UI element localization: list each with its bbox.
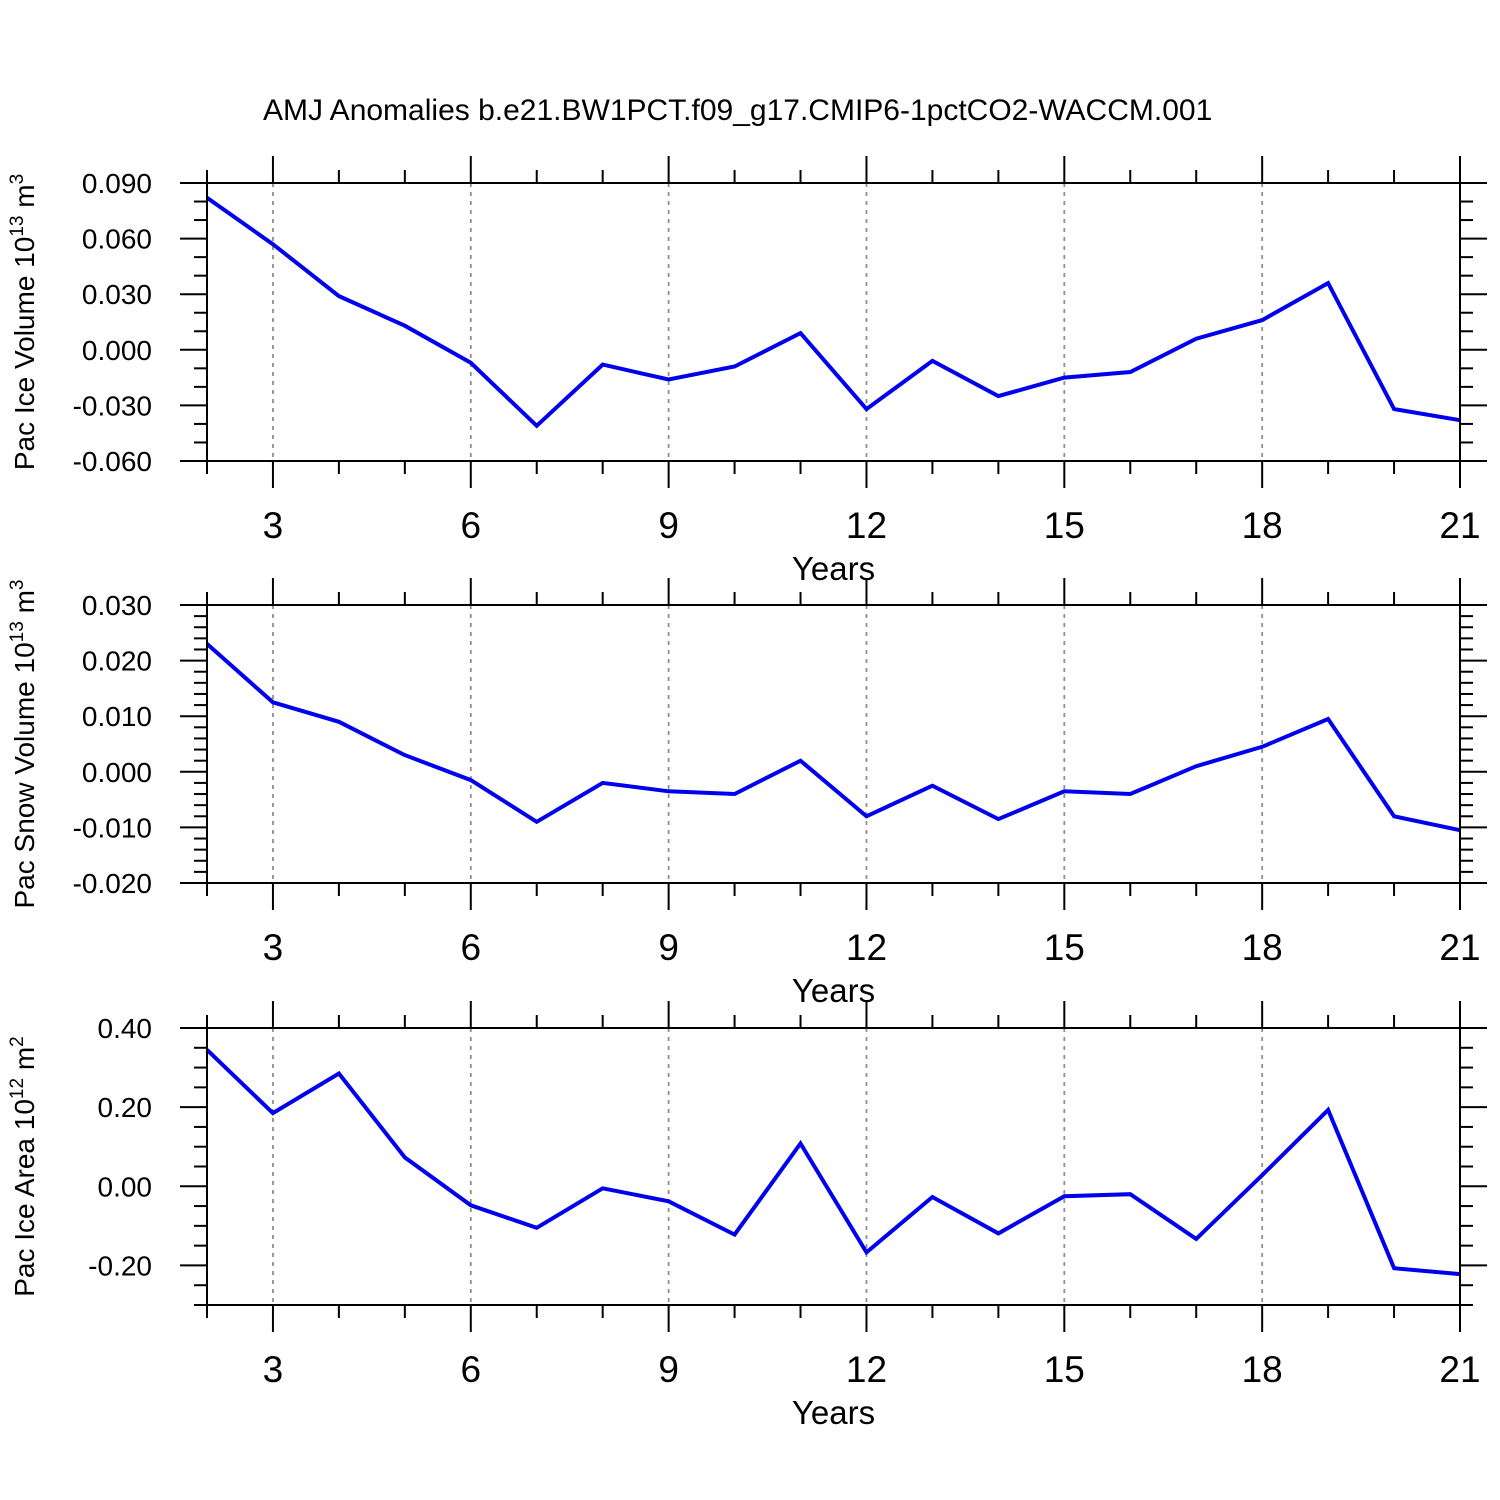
y-axis-title-text: Pac Ice Volume 10 xyxy=(9,237,40,470)
y-tick-label: 0.020 xyxy=(82,646,152,677)
x-tick-label: 6 xyxy=(461,1349,482,1390)
x-axis-title: Years xyxy=(792,972,875,1009)
x-tick-label: 12 xyxy=(846,505,887,546)
panel-pac-ice-area: 3 6 9 12 15 18 21 0.40 0.20 0.00 -0.20 Years Pac Ice… xyxy=(7,1001,1487,1431)
y-tick-label: 0.030 xyxy=(82,590,152,621)
y-tick-label: -0.020 xyxy=(73,868,152,899)
chart-title: AMJ Anomalies b.e21.BW1PCT.f09_g17.CMIP6… xyxy=(263,94,1213,127)
x-tick-label: 18 xyxy=(1242,927,1283,968)
y-tick-label: 0.20 xyxy=(98,1092,153,1123)
plot-frame xyxy=(206,182,1461,462)
x-tick-label: 21 xyxy=(1439,505,1480,546)
y-tick-label: 0.060 xyxy=(82,224,152,255)
x-tick-label: 15 xyxy=(1044,505,1085,546)
x-tick-label: 18 xyxy=(1242,505,1283,546)
x-tick-label: 6 xyxy=(461,505,482,546)
y-tick-label: 0.090 xyxy=(82,168,152,199)
y-tick-label: 0.40 xyxy=(98,1013,153,1044)
panel-pac-snow-volume: 3 6 9 12 15 18 21 0.030 0.020 0.010 0.000 -0.010 -0.… xyxy=(7,578,1487,1009)
x-tick-label: 15 xyxy=(1044,927,1085,968)
y-tick-label: -0.010 xyxy=(73,812,152,843)
plot-frame xyxy=(206,604,1461,884)
y-axis-title-superscript: 3 xyxy=(7,174,28,185)
y-axis-title: Pac Ice Area 1012 m2 xyxy=(7,1036,40,1297)
x-axis-title: Years xyxy=(792,550,875,587)
x-axis-title: Years xyxy=(792,1394,875,1431)
y-axis-title-superscript: 12 xyxy=(7,1078,28,1099)
y-axis-title: Pac Snow Volume 1013 m3 xyxy=(7,580,40,909)
x-tick-label: 6 xyxy=(461,927,482,968)
y-axis-title-text: Pac Snow Volume 10 xyxy=(9,642,40,908)
x-tick-label: 21 xyxy=(1439,927,1480,968)
x-tick-label: 9 xyxy=(658,927,679,968)
series-line xyxy=(205,196,1461,429)
y-tick-label: -0.20 xyxy=(88,1250,152,1281)
x-tick-label: 18 xyxy=(1242,1349,1283,1390)
x-tick-label: 15 xyxy=(1044,1349,1085,1390)
x-tick-label: 9 xyxy=(658,1349,679,1390)
y-tick-label: -0.060 xyxy=(73,446,152,477)
x-tick-label: 3 xyxy=(263,505,284,546)
y-axis-title-text: Pac Ice Area 10 xyxy=(9,1099,40,1297)
y-axis-title-superscript: 13 xyxy=(7,216,28,237)
y-axis-title-text: m xyxy=(9,590,40,621)
y-axis-title-superscript: 13 xyxy=(7,621,28,642)
y-tick-label: 0.000 xyxy=(82,757,152,788)
y-axis-title-text: m xyxy=(9,1047,40,1078)
series-line xyxy=(205,642,1461,833)
series-line xyxy=(205,1048,1461,1277)
y-axis-title-text: m xyxy=(9,184,40,215)
y-axis-title-superscript: 3 xyxy=(7,580,28,591)
x-tick-label: 3 xyxy=(263,1349,284,1390)
panel-pac-ice-volume: 3 6 9 12 15 18 21 0.090 0.060 0.030 0.000 -0.030 -0.… xyxy=(7,156,1487,587)
y-axis-title: Pac Ice Volume 1013 m3 xyxy=(7,174,40,470)
y-tick-label: 0.010 xyxy=(82,701,152,732)
x-tick-label: 9 xyxy=(658,505,679,546)
x-tick-label: 12 xyxy=(846,1349,887,1390)
y-tick-label: -0.030 xyxy=(73,390,152,421)
x-tick-label: 3 xyxy=(263,927,284,968)
x-tick-label: 12 xyxy=(846,927,887,968)
y-tick-label: 0.030 xyxy=(82,279,152,310)
y-axis-title-superscript: 2 xyxy=(7,1036,28,1047)
y-tick-label: 0.000 xyxy=(82,335,152,366)
x-tick-label: 21 xyxy=(1439,1349,1480,1390)
y-tick-label: 0.00 xyxy=(98,1171,153,1202)
